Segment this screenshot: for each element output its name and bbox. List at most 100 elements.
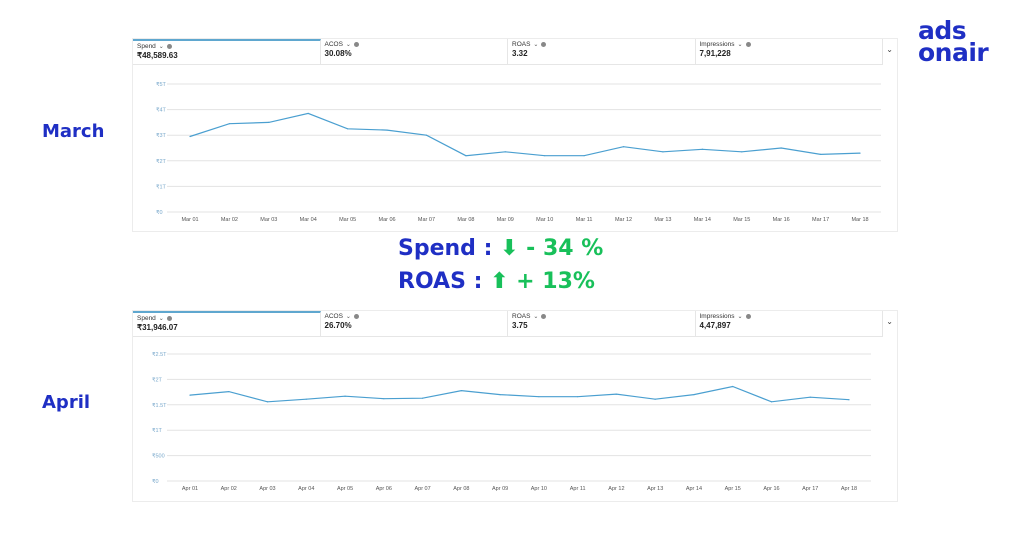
series-line — [189, 112, 861, 157]
x-tick-label: Mar 05 — [339, 217, 356, 223]
data-point — [307, 112, 309, 115]
april-metric-impressions[interactable]: Impressions ⌄ 4,47,897 — [695, 311, 883, 337]
data-point — [504, 151, 506, 153]
x-tick-label: Mar 12 — [615, 217, 632, 223]
april-metric-tabs: Spend ⌄ ₹31,946.07 ACOS ⌄ 26.70% ROAS ⌄ 3.7… — [133, 311, 883, 337]
data-point — [386, 129, 388, 131]
info-icon[interactable] — [541, 314, 547, 319]
y-tick-label: ₹5T — [156, 81, 167, 88]
info-icon[interactable] — [541, 42, 547, 47]
y-tick-label: ₹1.5T — [152, 402, 167, 409]
x-tick-label: Apr 06 — [376, 486, 392, 492]
y-tick-label: ₹500 — [152, 453, 165, 460]
expand-chevron-icon[interactable]: ⌄ — [886, 45, 893, 54]
metric-name: ACOS — [324, 313, 343, 320]
april-metric-roas[interactable]: ROAS ⌄ 3.75 — [508, 311, 696, 337]
metric-name: Impressions — [699, 313, 735, 320]
x-tick-label: Mar 09 — [497, 217, 514, 223]
chevron-down-icon[interactable]: ⌄ — [533, 314, 539, 320]
metric-value: 30.08% — [324, 49, 352, 58]
chevron-down-icon[interactable]: ⌄ — [737, 314, 743, 320]
x-tick-label: Apr 17 — [802, 486, 818, 492]
x-tick-label: Apr 12 — [608, 486, 624, 492]
metric-name: ACOS — [324, 41, 343, 48]
y-tick-label: ₹1T — [156, 183, 167, 190]
roas-change-value: + 13% — [516, 269, 595, 294]
april-dashboard-panel: Spend ⌄ ₹31,946.07 ACOS ⌄ 26.70% ROAS ⌄ 3.7… — [132, 310, 898, 502]
y-tick-label: ₹2T — [156, 158, 167, 165]
chevron-down-icon[interactable]: ⌄ — [345, 42, 351, 48]
march-metric-roas[interactable]: ROAS ⌄ 3.32 — [508, 39, 696, 65]
roas-summary-label: ROAS : — [398, 269, 483, 294]
info-icon[interactable] — [353, 42, 359, 47]
data-point — [848, 399, 850, 401]
y-tick-label: ₹4T — [156, 107, 167, 114]
metric-value: 4,47,897 — [699, 321, 731, 330]
x-tick-label: Apr 03 — [259, 486, 275, 492]
metric-name: ROAS — [512, 41, 531, 48]
info-icon[interactable] — [166, 44, 172, 49]
data-point — [465, 155, 467, 157]
chevron-down-icon[interactable]: ⌄ — [158, 44, 164, 50]
march-metric-spend[interactable]: Spend ⌄ ₹48,589.63 — [133, 39, 321, 65]
x-tick-label: Apr 10 — [531, 486, 547, 492]
x-tick-label: Mar 08 — [457, 217, 474, 223]
x-tick-label: Apr 11 — [570, 486, 586, 492]
metric-value: ₹48,589.63 — [137, 51, 178, 60]
chevron-down-icon[interactable]: ⌄ — [158, 316, 164, 322]
april-metric-spend[interactable]: Spend ⌄ ₹31,946.07 — [133, 311, 321, 337]
data-point — [577, 396, 579, 398]
metric-name: Spend — [137, 315, 156, 322]
metric-value: 7,91,228 — [699, 49, 731, 58]
metric-value: 26.70% — [324, 321, 352, 330]
x-tick-label: Apr 02 — [221, 486, 237, 492]
data-point — [383, 398, 385, 400]
chevron-down-icon[interactable]: ⌄ — [345, 314, 351, 320]
march-metric-impressions[interactable]: Impressions ⌄ 7,91,228 — [695, 39, 883, 65]
data-point — [615, 393, 618, 395]
x-tick-label: Mar 16 — [773, 217, 790, 223]
april-label: April — [42, 392, 91, 413]
expand-chevron-icon[interactable]: ⌄ — [886, 317, 893, 326]
adsonair-logo: ads onair — [918, 18, 989, 67]
metric-name: Spend — [137, 43, 156, 50]
x-tick-label: Mar 15 — [733, 217, 750, 223]
x-tick-label: Mar 03 — [260, 217, 277, 223]
chevron-down-icon[interactable]: ⌄ — [737, 42, 743, 48]
info-icon[interactable] — [745, 314, 751, 319]
chevron-down-icon[interactable]: ⌄ — [533, 42, 539, 48]
march-metric-acos[interactable]: ACOS ⌄ 30.08% — [320, 39, 508, 65]
roas-change-summary: ROAS : ⬆ + 13% — [398, 269, 595, 294]
april-metric-acos[interactable]: ACOS ⌄ 26.70% — [320, 311, 508, 337]
x-tick-label: Mar 14 — [694, 217, 711, 223]
data-point — [344, 395, 346, 397]
x-tick-label: Mar 17 — [812, 217, 829, 223]
info-icon[interactable] — [745, 42, 751, 47]
y-tick-label: ₹0 — [152, 478, 159, 485]
april-spend-chart: ₹0 ₹500 ₹1T ₹1.5T ₹2T ₹2.5T Apr 01 Apr 02 Apr 03… — [152, 351, 871, 492]
x-tick-label: Apr 13 — [647, 486, 663, 492]
data-point — [189, 394, 191, 396]
data-point — [583, 155, 585, 157]
data-point — [732, 385, 734, 388]
data-point — [654, 398, 656, 400]
data-point — [859, 152, 861, 154]
info-icon[interactable] — [166, 316, 172, 321]
logo-line-2: onair — [918, 38, 989, 67]
x-tick-label: Apr 05 — [337, 486, 353, 492]
metric-value: 3.32 — [512, 49, 528, 58]
x-tick-label: Apr 01 — [182, 486, 198, 492]
info-icon[interactable] — [353, 314, 359, 319]
spend-summary-label: Spend : — [398, 236, 493, 261]
march-dashboard-panel: Spend ⌄ ₹48,589.63 ACOS ⌄ 30.08% ROAS ⌄ 3.3… — [132, 38, 898, 232]
x-tick-label: Apr 09 — [492, 486, 508, 492]
x-tick-label: Mar 04 — [300, 217, 317, 223]
x-tick-label: Mar 02 — [221, 217, 238, 223]
data-point — [809, 396, 811, 398]
x-tick-label: Apr 16 — [763, 486, 779, 492]
data-point — [499, 394, 501, 396]
data-point — [693, 394, 695, 396]
y-tick-label: ₹1T — [152, 427, 163, 434]
x-tick-label: Apr 14 — [686, 486, 702, 492]
data-point — [538, 396, 540, 398]
